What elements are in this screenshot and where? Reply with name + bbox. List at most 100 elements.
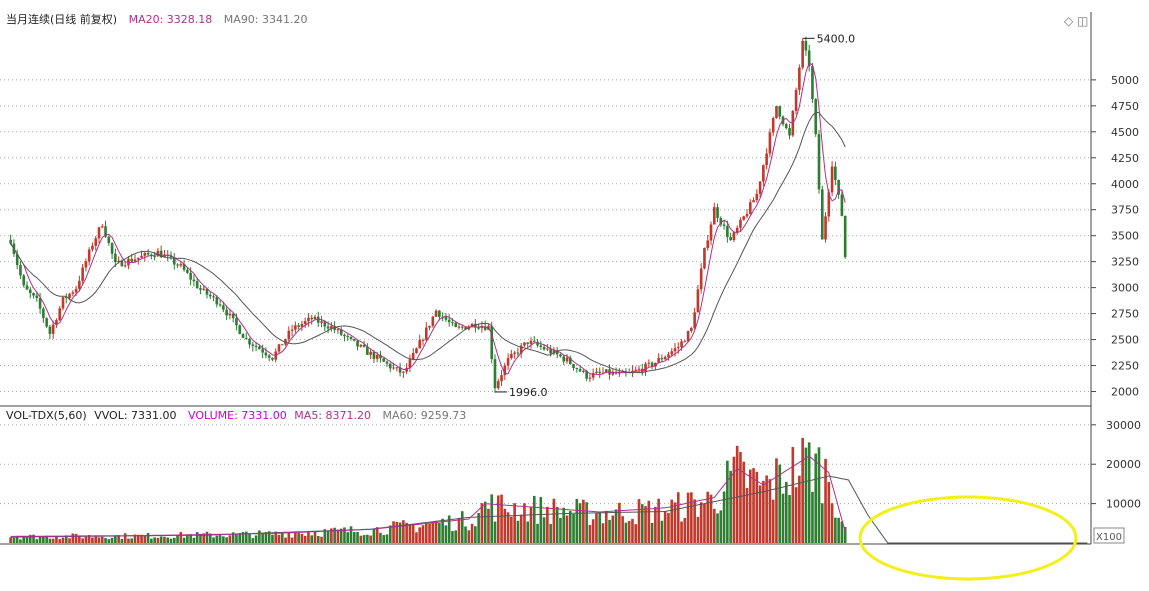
volume-bar: [133, 534, 137, 543]
candle-body: [735, 227, 739, 233]
candle-body: [637, 368, 641, 370]
candle-body: [490, 326, 494, 360]
candle-body: [19, 264, 22, 276]
candle-body: [807, 50, 811, 67]
volume-bar: [287, 532, 291, 543]
volume-bar: [405, 522, 408, 543]
volume-bar: [254, 535, 258, 543]
candle-body: [424, 327, 428, 340]
volume-bar: [637, 499, 641, 543]
candle-body: [261, 349, 264, 353]
volume-bar: [837, 517, 840, 543]
volume-bar: [228, 535, 232, 543]
volume-bar: [523, 503, 526, 543]
candle-body: [205, 288, 209, 295]
candle-body: [42, 308, 45, 319]
volume-bar: [418, 527, 422, 543]
candle-body: [136, 257, 140, 260]
volume-bar: [274, 531, 278, 543]
price-tick-label: 3000: [1111, 282, 1139, 295]
volume-bar: [9, 537, 12, 543]
candle-body: [572, 364, 575, 369]
volume-bar: [588, 524, 592, 543]
candle-body: [817, 134, 821, 190]
candle-body: [91, 245, 94, 250]
candle-body: [212, 296, 215, 298]
candle-body: [582, 370, 585, 372]
volume-bar: [166, 537, 170, 543]
candle-body: [742, 216, 746, 220]
candle-body: [431, 316, 435, 326]
candle-body: [634, 369, 638, 371]
candle-body: [523, 342, 526, 346]
vvol-readout: VVOL: 7331.00: [94, 409, 177, 422]
candle-body: [382, 358, 386, 362]
candle-body: [559, 354, 562, 357]
volume-bar: [519, 514, 523, 543]
volume-bar: [35, 539, 39, 543]
volume-bar: [490, 494, 494, 543]
volume-bar: [549, 523, 552, 543]
volume-bar: [539, 497, 543, 543]
volume-indicator-name: VOL-TDX(5,60): [6, 409, 87, 422]
candle-body: [362, 345, 366, 347]
volume-bar: [431, 522, 435, 543]
candle-body: [493, 359, 497, 389]
volume-bar: [778, 464, 782, 543]
price-tick-label: 4000: [1111, 178, 1139, 191]
volume-bar: [411, 523, 415, 543]
candle-body: [549, 348, 552, 354]
volume-bar: [104, 538, 107, 543]
candle-body: [176, 264, 179, 266]
volume-unit-label: X100: [1096, 532, 1122, 543]
volume-bar: [235, 533, 238, 543]
candle-body: [159, 250, 163, 258]
candle-body: [483, 326, 487, 330]
volume-bar: [12, 537, 16, 543]
candle-body: [451, 322, 454, 324]
candle-body: [421, 339, 425, 341]
candle-body: [385, 361, 389, 364]
volume-bar: [107, 539, 111, 543]
volume-bar: [814, 453, 818, 543]
volume-bar: [84, 536, 88, 543]
volume-bar: [398, 522, 402, 543]
volume-bar: [428, 523, 431, 543]
volume-bar: [755, 471, 759, 543]
candle-body: [388, 363, 392, 369]
volume-bar: [719, 510, 723, 543]
volume-bar: [261, 532, 264, 543]
candle-body: [667, 354, 670, 358]
volume-bar: [595, 513, 598, 543]
volume-bar: [686, 492, 690, 543]
volume-bar: [346, 532, 350, 543]
volume-bar: [258, 530, 261, 543]
candle-body: [408, 359, 412, 368]
volume-bar: [660, 520, 664, 543]
candle-body: [546, 348, 549, 350]
candle-body: [267, 355, 271, 358]
volume-bar: [244, 531, 248, 543]
volume-bar: [100, 536, 104, 543]
candle-body: [474, 323, 477, 328]
candle-body: [496, 381, 500, 389]
diamond-icon[interactable]: ◇: [1064, 14, 1074, 28]
volume-bar: [172, 537, 176, 543]
candle-body: [447, 319, 451, 323]
candle-body: [189, 272, 192, 280]
volume-bar: [202, 533, 206, 543]
volume-bar: [601, 523, 605, 543]
candle-body: [258, 346, 261, 350]
volume-bar: [683, 517, 687, 543]
candle-body: [222, 305, 225, 310]
volume-bar: [110, 537, 114, 543]
volume-bar: [330, 528, 333, 543]
candle-body: [35, 295, 39, 299]
candle-body: [372, 351, 376, 359]
volume-bar: [64, 535, 68, 543]
panel-icon[interactable]: ◫: [1077, 14, 1089, 28]
volume-bar: [231, 532, 235, 543]
volume-bar: [310, 535, 314, 543]
volume-bar: [205, 531, 209, 543]
candle-body: [506, 358, 510, 366]
